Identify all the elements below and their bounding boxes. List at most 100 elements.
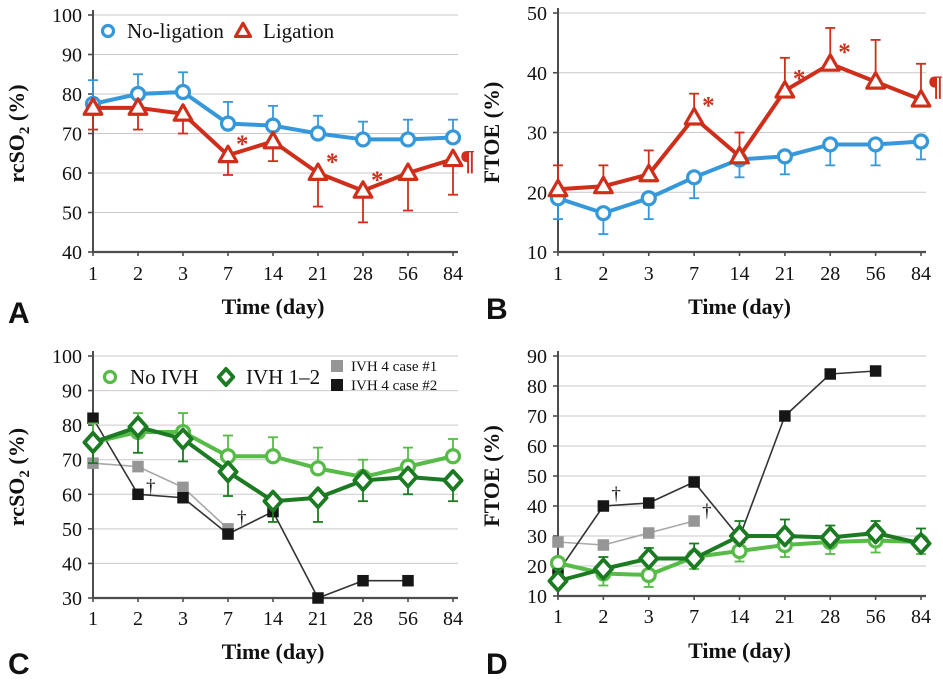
annotation-star: * [371,167,384,194]
x-tick-label: 56 [866,606,886,628]
y-tick-label: 90 [62,381,82,403]
legend-label: IVH 1–2 [246,365,320,389]
x-tick-label: 84 [911,606,931,628]
triangle-marker [352,180,374,199]
annotation-star: * [793,66,806,93]
x-tick-label: 7 [689,606,699,628]
y-tick-label: 50 [527,466,547,488]
x-tick-label: 21 [308,608,328,630]
diamond-marker [216,367,236,387]
annotation-star: * [838,39,851,66]
y-tick-label: 60 [62,163,82,185]
y-tick-label: 50 [62,203,82,225]
square-marker [824,368,836,380]
y-tick-label: 50 [62,519,82,541]
circle-marker [867,136,884,153]
annotation-star: * [236,131,249,158]
circle-marker [444,448,462,465]
x-axis-title: Time (day) [688,294,791,319]
y-tick-label: 40 [527,63,547,85]
x-tick-label: 1 [88,608,98,630]
square-marker [597,500,610,512]
circle-marker [595,205,612,222]
y-tick-label: 60 [527,436,547,458]
chart-panel-d: 10 20 30 40 50 60 70 80 90 1 2 3 7 14 21 28 56 84 Time (da… [479,346,932,663]
y-tick-label: 100 [52,5,82,27]
y-tick-label: 40 [62,553,82,575]
square-marker [552,536,564,548]
circle-marker [776,148,793,165]
circle-marker [100,23,116,39]
triangle-marker [172,103,194,122]
triangle-marker [127,97,149,116]
circle-marker [686,169,703,186]
series-line [557,520,695,546]
x-tick-label: 21 [775,263,795,285]
circle-marker [444,129,462,146]
annotation-pilcrow: ¶ [928,72,943,103]
annotation-star: * [702,93,715,120]
diamond-marker [592,557,614,581]
x-tick-label: 2 [133,263,143,285]
square-marker [222,528,234,540]
series-ivh-1-2 [547,518,932,593]
series-line [92,462,229,530]
diamond-marker [397,465,419,489]
triangle-marker [774,80,796,99]
series-ivh-4-case-2 [87,412,414,604]
square-marker [402,574,414,587]
diamond-marker [774,524,796,548]
annotation-dagger: † [702,501,712,522]
circle-marker [309,460,327,477]
circle-marker [174,83,192,101]
x-tick-label: 7 [223,608,233,630]
y-tick-label: 90 [527,346,547,368]
square-marker [643,497,655,509]
y-tick-label: 10 [527,242,547,264]
panel-letter-c: C [8,648,30,681]
diamond-marker [82,431,104,454]
panel-letter-b: B [486,293,508,326]
y-tick-label: 80 [62,84,82,106]
circle-marker [264,117,282,134]
x-tick-label: 21 [775,606,795,628]
y-tick-label: 70 [62,124,82,146]
square-marker [132,488,144,501]
legend-square-swatch [331,360,343,372]
x-tick-label: 1 [553,263,563,285]
diamond-marker [127,415,149,439]
chart-panel-a: 40 50 60 70 80 90 100 1 2 3 7 14 21 28 56 84 Time (day) r… [4,5,475,319]
diamond-marker [683,547,705,570]
square-marker [688,476,700,488]
diamond-marker [729,524,750,548]
y-tick-label: 40 [527,496,547,518]
y-axis-title: FTOE (%) [479,82,504,184]
y-tick-label: 50 [527,3,547,25]
circle-marker [912,133,930,150]
legend-label-small: IVH 4 case #1 [351,359,437,375]
y-tick-label: 40 [62,242,82,264]
y-tick-label: 60 [62,484,82,506]
circle-marker [399,131,417,148]
x-tick-label: 28 [353,263,373,285]
x-tick-label: 3 [644,606,654,628]
legend-label: No-ligation [127,19,224,43]
triangle-marker [442,148,464,168]
x-tick-label: 2 [133,608,143,630]
circle-marker [219,115,237,132]
x-tick-label: 7 [223,263,233,285]
x-tick-label: 84 [911,263,931,285]
annotation-star: * [326,149,339,176]
diamond-marker [307,486,329,510]
y-tick-label: 80 [527,376,547,398]
x-tick-label: 21 [308,263,328,285]
x-tick-label: 3 [178,263,188,285]
x-tick-label: 56 [398,608,418,630]
diamond-marker [638,547,660,570]
triangle-marker [683,106,705,126]
x-tick-label: 3 [644,263,654,285]
x-tick-label: 1 [88,263,98,285]
triangle-marker [262,130,284,150]
circle-marker [549,554,567,572]
